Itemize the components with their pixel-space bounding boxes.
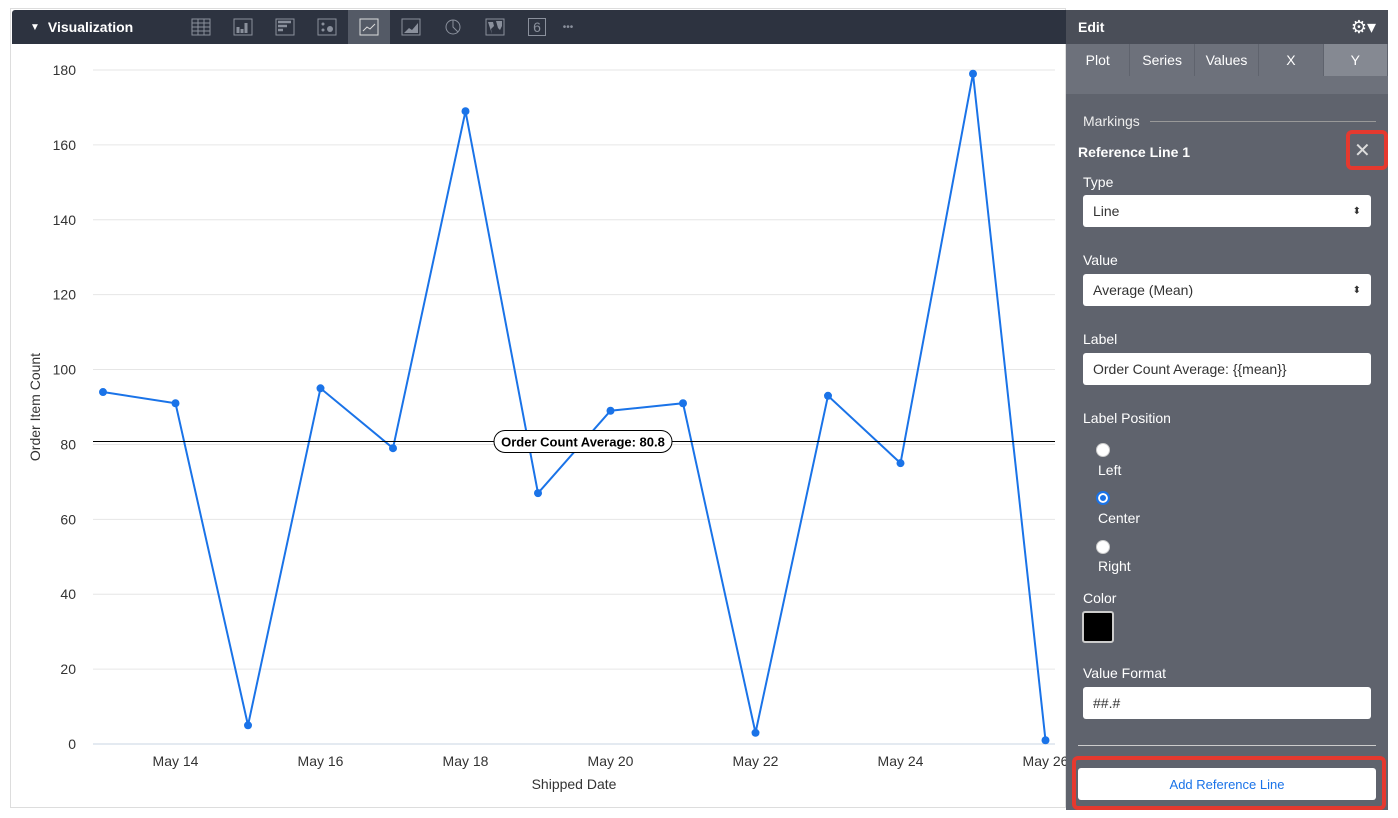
- data-point: [679, 399, 687, 408]
- y-tick-label: 60: [60, 511, 76, 527]
- data-point: [751, 728, 760, 737]
- tab-values[interactable]: Values: [1195, 44, 1260, 76]
- reference-line-title: Reference Line 1: [1078, 144, 1191, 160]
- color-swatch[interactable]: [1082, 611, 1114, 643]
- label-input[interactable]: Order Count Average: {{mean}}: [1083, 353, 1371, 385]
- data-point: [171, 399, 180, 408]
- radio-center[interactable]: [1096, 491, 1110, 505]
- value-format-value: ##.#: [1093, 695, 1121, 711]
- x-tick-label: May 18: [443, 753, 489, 769]
- y-tick-label: 40: [60, 586, 76, 602]
- value-select[interactable]: Average (Mean) ⬍: [1083, 274, 1371, 306]
- y-axis-title: Order Item Count: [27, 353, 43, 461]
- data-point: [969, 69, 977, 78]
- tab-series[interactable]: Series: [1130, 44, 1195, 76]
- x-tick-label: May 22: [733, 753, 779, 769]
- tab-x[interactable]: X: [1259, 44, 1324, 76]
- line-chart-icon[interactable]: [348, 10, 390, 44]
- markings-heading: Markings: [1083, 113, 1140, 129]
- x-tick-label: May 20: [588, 753, 634, 769]
- y-tick-label: 80: [60, 436, 76, 452]
- add-reference-line-label: Add Reference Line: [1169, 776, 1285, 792]
- type-label: Type: [1083, 174, 1114, 190]
- tab-plot[interactable]: Plot: [1066, 44, 1131, 76]
- radio-center-label: Center: [1098, 510, 1141, 526]
- y-tick-label: 120: [53, 287, 77, 303]
- y-tick-label: 0: [68, 736, 76, 752]
- y-tick-label: 160: [53, 137, 77, 153]
- visualization-area: [10, 8, 1066, 808]
- data-point: [461, 107, 470, 116]
- x-tick-label: May 16: [298, 753, 344, 769]
- visualization-toggle[interactable]: ▼ Visualization: [30, 19, 180, 35]
- add-reference-line-button[interactable]: Add Reference Line: [1078, 768, 1376, 800]
- single-value-glyph: 6: [528, 18, 546, 36]
- x-tick-label: May 14: [153, 753, 199, 769]
- single-value-icon[interactable]: 6: [516, 10, 558, 44]
- data-point: [534, 489, 542, 498]
- x-tick-label: May 24: [878, 753, 924, 769]
- bar-chart-icon[interactable]: [264, 10, 306, 44]
- radio-right-label: Right: [1098, 558, 1131, 574]
- radio-right[interactable]: [1096, 540, 1110, 554]
- y-tick-label: 100: [53, 362, 77, 378]
- edit-panel: Edit ⚙▾ Plot Series Values X Y Markings Refer…: [1066, 10, 1389, 810]
- series-line: [102, 73, 1047, 741]
- data-point: [99, 388, 107, 397]
- data-point: [244, 721, 252, 730]
- value-format-input[interactable]: ##.#: [1083, 687, 1371, 719]
- data-point: [824, 391, 832, 400]
- value-label: Value: [1083, 252, 1118, 268]
- label-label: Label: [1083, 331, 1118, 347]
- reference-line-label: Order Count Average: 80.8: [501, 434, 665, 449]
- color-label: Color: [1083, 590, 1117, 606]
- area-chart-icon[interactable]: [390, 10, 432, 44]
- tab-y[interactable]: Y: [1323, 44, 1389, 76]
- x-tick-label: May 26: [1023, 753, 1066, 769]
- caret-down-icon: ▼: [30, 21, 40, 33]
- data-point: [1041, 736, 1050, 745]
- y-tick-label: 140: [53, 212, 77, 228]
- label-position-label: Label Position: [1083, 410, 1171, 426]
- type-value: Line: [1093, 203, 1120, 219]
- radio-left[interactable]: [1096, 443, 1110, 457]
- visualization-toolbar: ▼ Visualization 6 •••: [12, 10, 1066, 44]
- map-icon[interactable]: [474, 10, 516, 44]
- value-format-label: Value Format: [1083, 665, 1166, 681]
- reference-label-box: [493, 429, 673, 453]
- remove-reference-line-button[interactable]: ✕: [1354, 140, 1371, 162]
- label-value: Order Count Average: {{mean}}: [1093, 361, 1287, 377]
- type-select[interactable]: Line ⬍: [1083, 195, 1371, 227]
- y-tick-label: 20: [60, 661, 76, 677]
- data-point: [316, 384, 325, 393]
- toolbar-title: Visualization: [47, 19, 134, 35]
- column-chart-icon[interactable]: [222, 10, 264, 44]
- table-icon[interactable]: [180, 10, 222, 44]
- panel-title: Edit: [1078, 19, 1105, 35]
- scatter-icon[interactable]: [306, 10, 348, 44]
- radio-left-label: Left: [1098, 462, 1122, 478]
- data-point: [389, 444, 397, 453]
- y-tick-label: 180: [53, 62, 77, 78]
- select-arrows-icon: ⬍: [1352, 284, 1361, 296]
- more-icon[interactable]: •••: [558, 10, 578, 44]
- more-glyph: •••: [562, 21, 574, 33]
- panel-tabs: Plot Series Values X Y: [1066, 44, 1389, 76]
- gear-icon[interactable]: ⚙▾: [1350, 16, 1376, 37]
- x-axis-title: Shipped Date: [532, 776, 617, 792]
- select-arrows-icon: ⬍: [1352, 205, 1361, 217]
- line-chart: 0 20 40 60 80 100 120 140 160 180 May 14 May 16 May …: [27, 62, 1066, 792]
- data-point: [606, 406, 615, 415]
- pie-chart-icon[interactable]: [432, 10, 474, 44]
- data-point: [896, 459, 905, 468]
- value-value: Average (Mean): [1093, 282, 1194, 298]
